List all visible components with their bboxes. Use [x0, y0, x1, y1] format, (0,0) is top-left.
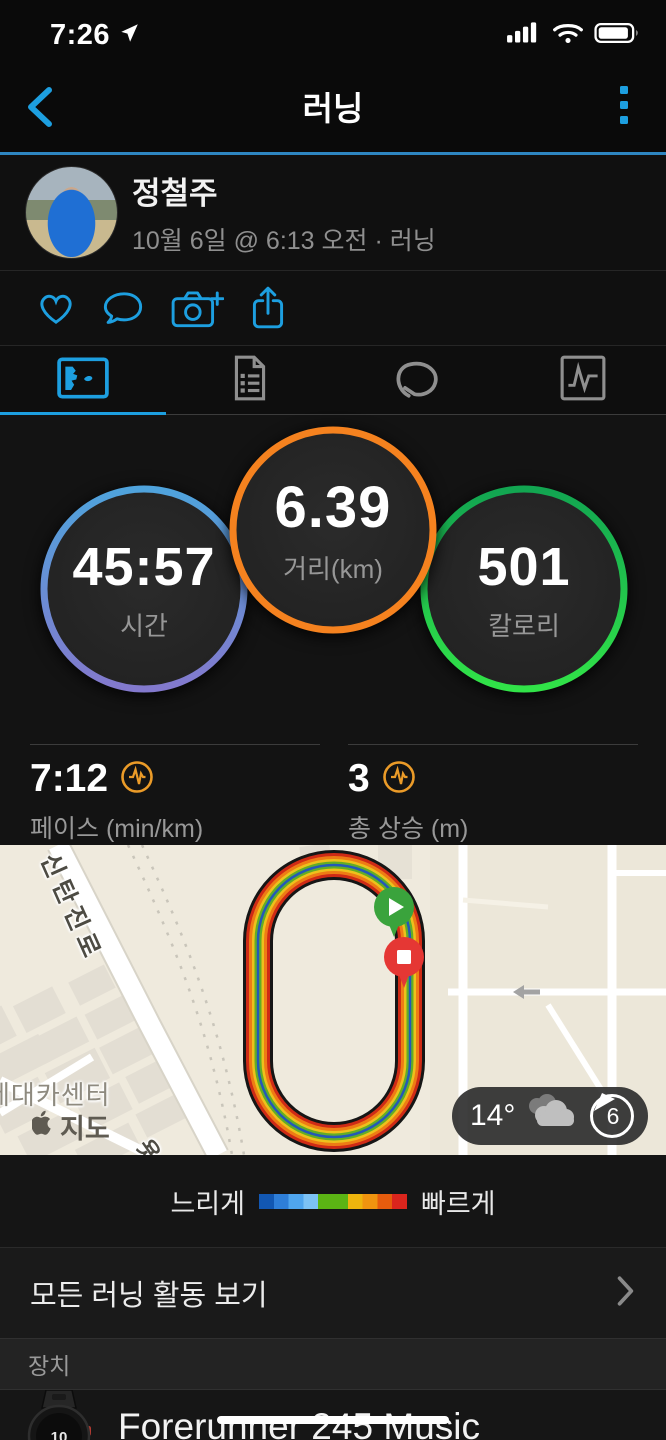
map-canvas	[0, 845, 666, 1155]
back-button[interactable]	[22, 84, 62, 132]
wifi-icon	[552, 21, 584, 50]
distance-label: 거리(km)	[283, 554, 383, 584]
cellular-signal-icon	[506, 21, 542, 50]
calories-value: 501	[477, 536, 571, 597]
svg-text:10: 10	[51, 1429, 68, 1440]
laps-loop-icon	[392, 357, 440, 404]
legend-slow-label: 느리게	[170, 1188, 245, 1219]
pace-legend: 느리게 빠르게	[0, 1155, 666, 1247]
social-action-bar	[0, 270, 666, 345]
overflow-menu-button[interactable]	[620, 86, 628, 124]
activity-tab-bar	[0, 345, 666, 415]
charts-icon	[559, 354, 607, 407]
calories-label: 칼로리	[488, 610, 560, 641]
page-title: 러닝	[302, 90, 364, 127]
device-header-label: 장치	[28, 1353, 71, 1379]
elevation-value: 3	[348, 757, 370, 800]
temperature-label: 14°	[470, 1099, 516, 1132]
time-circle: 45:57 시간	[38, 483, 250, 695]
view-all-activities-row[interactable]: 모든 러닝 활동 보기	[0, 1247, 666, 1338]
time-label: 시간	[120, 610, 168, 641]
route-map[interactable]: 신탄진로 세대카센터 욧 지도 14°	[0, 845, 666, 1155]
time-value: 45:57	[72, 536, 216, 597]
start-pin	[374, 887, 414, 937]
watch-image: 10	[22, 1390, 96, 1440]
user-name: 정철주	[132, 176, 218, 211]
stop-pin	[384, 937, 424, 988]
location-arrow-icon	[118, 22, 140, 49]
apple-maps-attribution: 지도	[31, 1107, 110, 1146]
like-button[interactable]	[36, 290, 76, 326]
tab-stats[interactable]	[167, 346, 334, 415]
share-button[interactable]	[250, 285, 286, 331]
wind-direction-icon: 6	[587, 1091, 637, 1141]
nav-divider	[0, 152, 666, 155]
distance-circle: 6.39 거리(km)	[227, 424, 439, 636]
place-name-label: 세대카센터	[0, 1080, 111, 1110]
device-row[interactable]: 10 Forerunner 245 Music	[0, 1390, 666, 1440]
chevron-right-icon	[616, 1275, 636, 1312]
device-section-header: 장치	[0, 1338, 666, 1390]
status-bar: 7:26	[0, 0, 666, 60]
view-all-label: 모든 러닝 활동 보기	[30, 1280, 268, 1312]
user-card: 정철주 10월 6일 @ 6:13 오전 · 러닝	[0, 155, 666, 270]
pace-pulse-icon	[120, 760, 154, 799]
elevation-label: 총 상승 (m)	[348, 815, 469, 843]
avatar[interactable]	[25, 166, 118, 259]
metric-circles-section: 45:57 시간 501 칼로리 6.	[0, 415, 666, 730]
pace-stat: 7:12 페이스 (min/km)	[30, 744, 320, 845]
activity-date-meta: 10월 6일 @ 6:13 오전 · 러닝	[132, 227, 436, 255]
clouds-icon	[523, 1092, 579, 1141]
one-way-arrow-icon	[513, 985, 540, 999]
distance-value: 6.39	[274, 475, 392, 540]
elevation-stat: 3 총 상승 (m)	[348, 744, 638, 845]
tab-snapshot[interactable]	[0, 346, 167, 415]
add-photo-button[interactable]	[170, 287, 224, 329]
nav-bar: 러닝	[0, 60, 666, 152]
legend-fast-label: 빠르게	[421, 1188, 496, 1219]
apple-logo-icon	[31, 1110, 54, 1143]
tab-charts[interactable]	[500, 346, 666, 415]
calories-circle: 501 칼로리	[418, 483, 630, 695]
pace-gradient-bar	[259, 1193, 407, 1209]
pace-value: 7:12	[30, 757, 109, 800]
home-indicator[interactable]	[217, 1416, 449, 1424]
selected-tab-indicator	[0, 412, 166, 415]
status-time: 7:26	[50, 18, 111, 51]
comment-button[interactable]	[102, 289, 144, 327]
secondary-stats-section: 7:12 페이스 (min/km) 3	[0, 730, 666, 845]
wind-value: 6	[607, 1103, 620, 1129]
battery-icon	[594, 21, 642, 50]
weather-badge: 14° 6	[452, 1087, 648, 1145]
tab-laps[interactable]	[333, 346, 500, 415]
stats-document-icon	[231, 354, 269, 407]
elevation-pulse-icon	[382, 760, 416, 799]
snapshot-icon	[56, 356, 110, 405]
pace-label: 페이스 (min/km)	[30, 815, 204, 843]
maps-attribution-label: 지도	[60, 1114, 110, 1144]
